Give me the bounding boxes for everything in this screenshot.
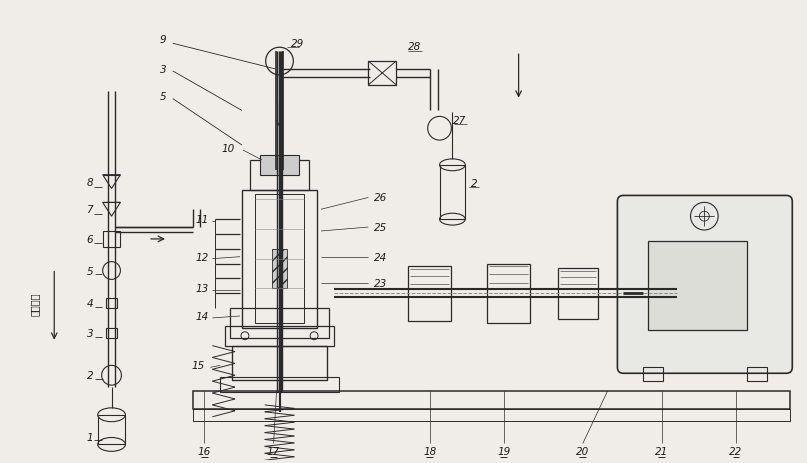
Text: 24: 24 xyxy=(374,252,387,262)
Text: 11: 11 xyxy=(196,215,209,225)
Bar xyxy=(102,232,120,247)
Text: 8: 8 xyxy=(86,177,93,187)
Bar xyxy=(225,326,334,346)
Bar xyxy=(643,368,663,382)
Bar xyxy=(193,391,790,409)
Text: 4: 4 xyxy=(86,299,93,308)
Bar xyxy=(648,241,746,330)
Text: 28: 28 xyxy=(408,42,421,52)
Text: 2: 2 xyxy=(470,178,478,188)
Bar xyxy=(746,368,767,382)
Bar xyxy=(487,264,530,323)
Text: 9: 9 xyxy=(160,35,166,45)
Text: 3: 3 xyxy=(160,65,166,75)
Text: 10: 10 xyxy=(221,144,235,154)
Text: 18: 18 xyxy=(423,446,437,457)
Bar xyxy=(408,266,451,321)
Bar xyxy=(369,62,396,86)
Text: 7: 7 xyxy=(86,205,93,215)
Bar xyxy=(232,346,327,381)
Text: 1: 1 xyxy=(86,432,93,442)
Bar xyxy=(242,190,317,328)
Text: 14: 14 xyxy=(196,311,209,321)
Bar xyxy=(98,415,125,444)
Bar xyxy=(255,195,304,323)
Text: 6: 6 xyxy=(86,234,93,244)
Bar xyxy=(558,268,598,319)
Text: 22: 22 xyxy=(730,446,742,457)
Text: 20: 20 xyxy=(576,446,589,457)
Text: 27: 27 xyxy=(453,116,466,126)
Text: 15: 15 xyxy=(192,361,205,370)
Text: 23: 23 xyxy=(374,279,387,289)
Bar xyxy=(220,377,339,392)
Bar xyxy=(193,409,790,421)
Bar xyxy=(250,161,309,190)
FancyBboxPatch shape xyxy=(617,196,792,374)
Text: 3: 3 xyxy=(86,328,93,338)
Bar xyxy=(106,299,118,308)
Bar xyxy=(232,346,327,381)
Text: 17: 17 xyxy=(267,446,280,457)
Bar xyxy=(272,249,287,289)
Bar xyxy=(440,165,466,219)
Text: 21: 21 xyxy=(655,446,668,457)
Text: 16: 16 xyxy=(198,446,211,457)
Text: 29: 29 xyxy=(291,39,304,49)
Bar xyxy=(230,308,329,338)
Text: 12: 12 xyxy=(196,252,209,262)
Text: 25: 25 xyxy=(374,223,387,232)
Text: 气流方向: 气流方向 xyxy=(30,292,40,315)
Text: 13: 13 xyxy=(196,284,209,294)
Text: 26: 26 xyxy=(374,193,387,203)
Bar xyxy=(260,156,299,175)
Text: 19: 19 xyxy=(497,446,510,457)
Bar xyxy=(106,328,118,338)
Text: 2: 2 xyxy=(86,370,93,381)
Text: 5: 5 xyxy=(160,92,166,101)
Text: 5: 5 xyxy=(86,266,93,276)
